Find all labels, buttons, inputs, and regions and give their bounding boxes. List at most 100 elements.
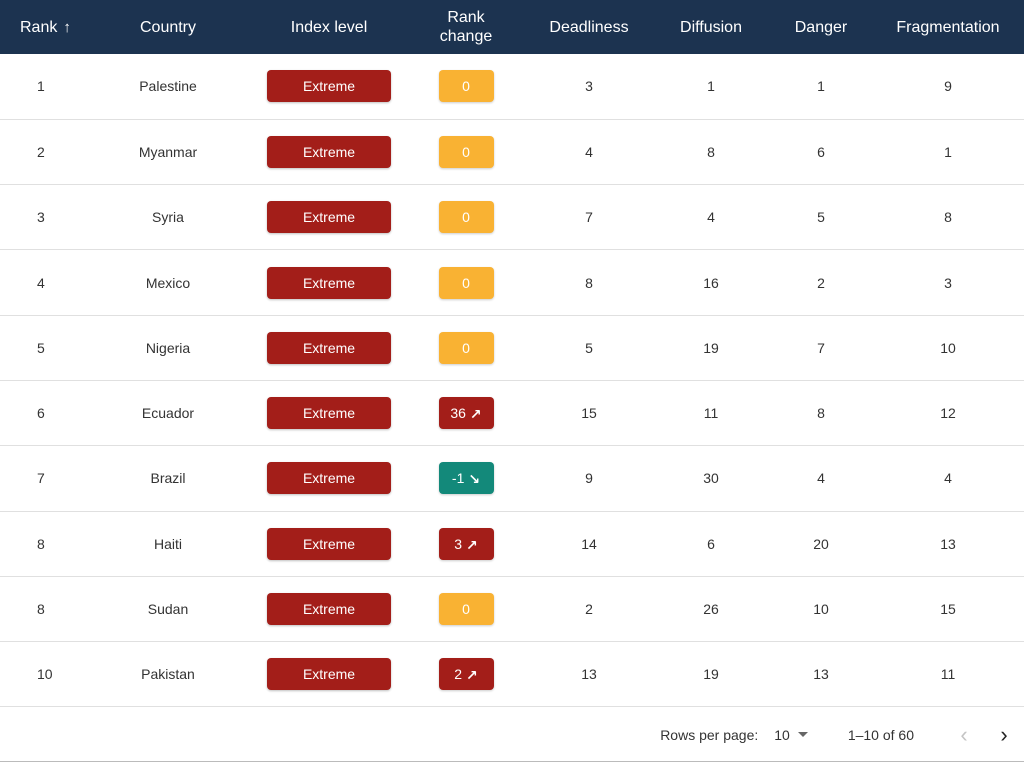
trending-up-icon: ↗ [466, 536, 478, 553]
pagination-range: 1–10 of 60 [847, 726, 914, 743]
danger-cell: 4 [817, 470, 825, 487]
column-header-deadliness[interactable]: Deadliness [549, 18, 629, 36]
index-level-badge: Extreme [267, 266, 391, 299]
danger-cell: 1 [817, 78, 825, 95]
chevron-right-icon: › [1000, 721, 1008, 747]
diffusion-cell: 30 [703, 470, 719, 487]
deadliness-cell: 2 [585, 601, 593, 618]
table-row[interactable]: 8 Sudan Extreme 0 2 26 10 15 [0, 576, 1024, 642]
rank-change-cell: -1 ↘ [406, 446, 526, 511]
chevron-left-icon: ‹ [960, 721, 968, 747]
deadliness-cell: 13 [581, 666, 597, 683]
fragmentation-cell: 1 [944, 143, 952, 160]
trending-up-icon: ↗ [469, 406, 482, 423]
rank-cell: 7 [37, 470, 45, 487]
fragmentation-cell: 4 [944, 470, 952, 487]
diffusion-cell: 8 [707, 143, 715, 160]
diffusion-cell: 19 [703, 666, 719, 683]
fragmentation-cell: 10 [940, 339, 956, 356]
column-header-fragmentation[interactable]: Fragmentation [896, 18, 1000, 36]
column-header-danger[interactable]: Danger [794, 18, 848, 36]
danger-cell: 5 [817, 209, 825, 226]
country-cell: Haiti [153, 535, 182, 552]
rank-change-cell: 0 [406, 119, 526, 184]
rank-cell: 2 [37, 143, 45, 160]
rows-per-page-select[interactable]: 10 [774, 727, 808, 743]
index-level-cell: Extreme [252, 119, 406, 184]
diffusion-cell: 26 [703, 601, 719, 618]
index-level-cell: Extreme [252, 642, 406, 707]
fragmentation-cell: 11 [940, 666, 956, 683]
column-header-diffusion[interactable]: Diffusion [680, 18, 742, 36]
table-row[interactable]: 3 Syria Extreme 0 7 4 5 8 [0, 185, 1024, 250]
rank-change-cell: 2 ↗ [406, 642, 526, 707]
diffusion-cell: 11 [703, 405, 719, 422]
arrow-up-icon[interactable]: ↑ [63, 18, 71, 36]
rank-change-badge: 0 [438, 70, 494, 103]
diffusion-cell: 6 [707, 535, 715, 552]
table-row[interactable]: 2 Myanmar Extreme 0 4 8 6 1 [0, 119, 1024, 185]
index-level-cell: Extreme [252, 54, 406, 119]
rank-change-value: 0 [462, 339, 470, 356]
country-cell: Mexico [145, 274, 191, 291]
country-cell: Sudan [147, 601, 189, 618]
country-cell: Pakistan [141, 666, 195, 683]
danger-cell: 8 [817, 405, 825, 422]
country-cell: Nigeria [145, 339, 191, 356]
table-row[interactable]: 8 Haiti Extreme 3 ↗ 14 6 20 13 [0, 511, 1024, 577]
fragmentation-cell: 12 [940, 405, 956, 422]
index-level-badge: Extreme [267, 462, 391, 495]
rank-cell: 5 [37, 339, 45, 356]
danger-cell: 13 [813, 666, 829, 683]
table-row[interactable]: 6 Ecuador Extreme 36 ↗ 15 11 8 12 [0, 380, 1024, 446]
rank-change-value: 0 [462, 143, 470, 160]
index-level-badge: Extreme [267, 527, 391, 560]
index-level-cell: Extreme [252, 185, 406, 250]
index-level-badge: Extreme [267, 593, 391, 626]
deadliness-cell: 7 [585, 209, 593, 226]
rank-change-value: 0 [462, 78, 470, 95]
country-cell: Palestine [139, 78, 197, 95]
rank-change-badge: 0 [438, 593, 494, 626]
pagination-bar: Rows per page: 10 1–10 of 60 ‹ › [0, 708, 1024, 762]
country-cell: Ecuador [141, 405, 195, 422]
rank-change-badge: 0 [438, 266, 494, 299]
rank-change-cell: 0 [406, 576, 526, 641]
index-level-badge: Extreme [267, 70, 391, 103]
table-body: 1 Palestine Extreme 0 3 1 1 9 2 Myanmar Extreme 0 4 8… [0, 54, 1024, 707]
rank-change-cell: 3 ↗ [406, 511, 526, 576]
deadliness-cell: 14 [581, 535, 597, 552]
rank-change-badge: 0 [438, 331, 494, 364]
table-row[interactable]: 10 Pakistan Extreme 2 ↗ 13 19 13 11 [0, 642, 1024, 707]
rank-change-cell: 0 [406, 250, 526, 315]
table-row[interactable]: 4 Mexico Extreme 0 8 16 2 3 [0, 250, 1024, 316]
deadliness-cell: 3 [585, 78, 593, 95]
index-level-badge: Extreme [267, 658, 391, 691]
diffusion-cell: 16 [703, 274, 719, 291]
table-row[interactable]: 5 Nigeria Extreme 0 5 19 7 10 [0, 315, 1024, 381]
rank-cell: 10 [37, 666, 53, 683]
rank-change-cell: 0 [406, 185, 526, 250]
rank-change-value: 36 [450, 405, 466, 422]
column-header-rank[interactable]: Rank ↑ [0, 0, 84, 54]
column-header-index-level[interactable]: Index level [290, 18, 368, 36]
deadliness-cell: 5 [585, 339, 593, 356]
table-row[interactable]: 1 Palestine Extreme 0 3 1 1 9 [0, 54, 1024, 120]
index-level-cell: Extreme [252, 315, 406, 380]
rank-cell: 1 [37, 78, 45, 95]
previous-page-button[interactable]: ‹ [944, 715, 984, 755]
rank-change-value: -1 [451, 470, 465, 487]
table-row[interactable]: 7 Brazil Extreme -1 ↘ 9 30 4 4 [0, 446, 1024, 512]
fragmentation-cell: 13 [940, 535, 956, 552]
rows-per-page-value: 10 [774, 726, 790, 743]
index-level-cell: Extreme [252, 380, 406, 445]
column-header-country[interactable]: Country [139, 18, 197, 36]
conflict-index-table: Rank ↑ Country Index level Rank change De… [0, 0, 1024, 707]
column-header-rank-change[interactable]: Rank change [406, 0, 526, 54]
next-page-button[interactable]: › [984, 715, 1024, 755]
index-level-cell: Extreme [252, 576, 406, 641]
country-cell: Myanmar [138, 143, 198, 160]
danger-cell: 7 [817, 339, 825, 356]
rank-change-badge: -1 ↘ [438, 462, 494, 495]
rank-change-badge: 36 ↗ [438, 397, 494, 430]
